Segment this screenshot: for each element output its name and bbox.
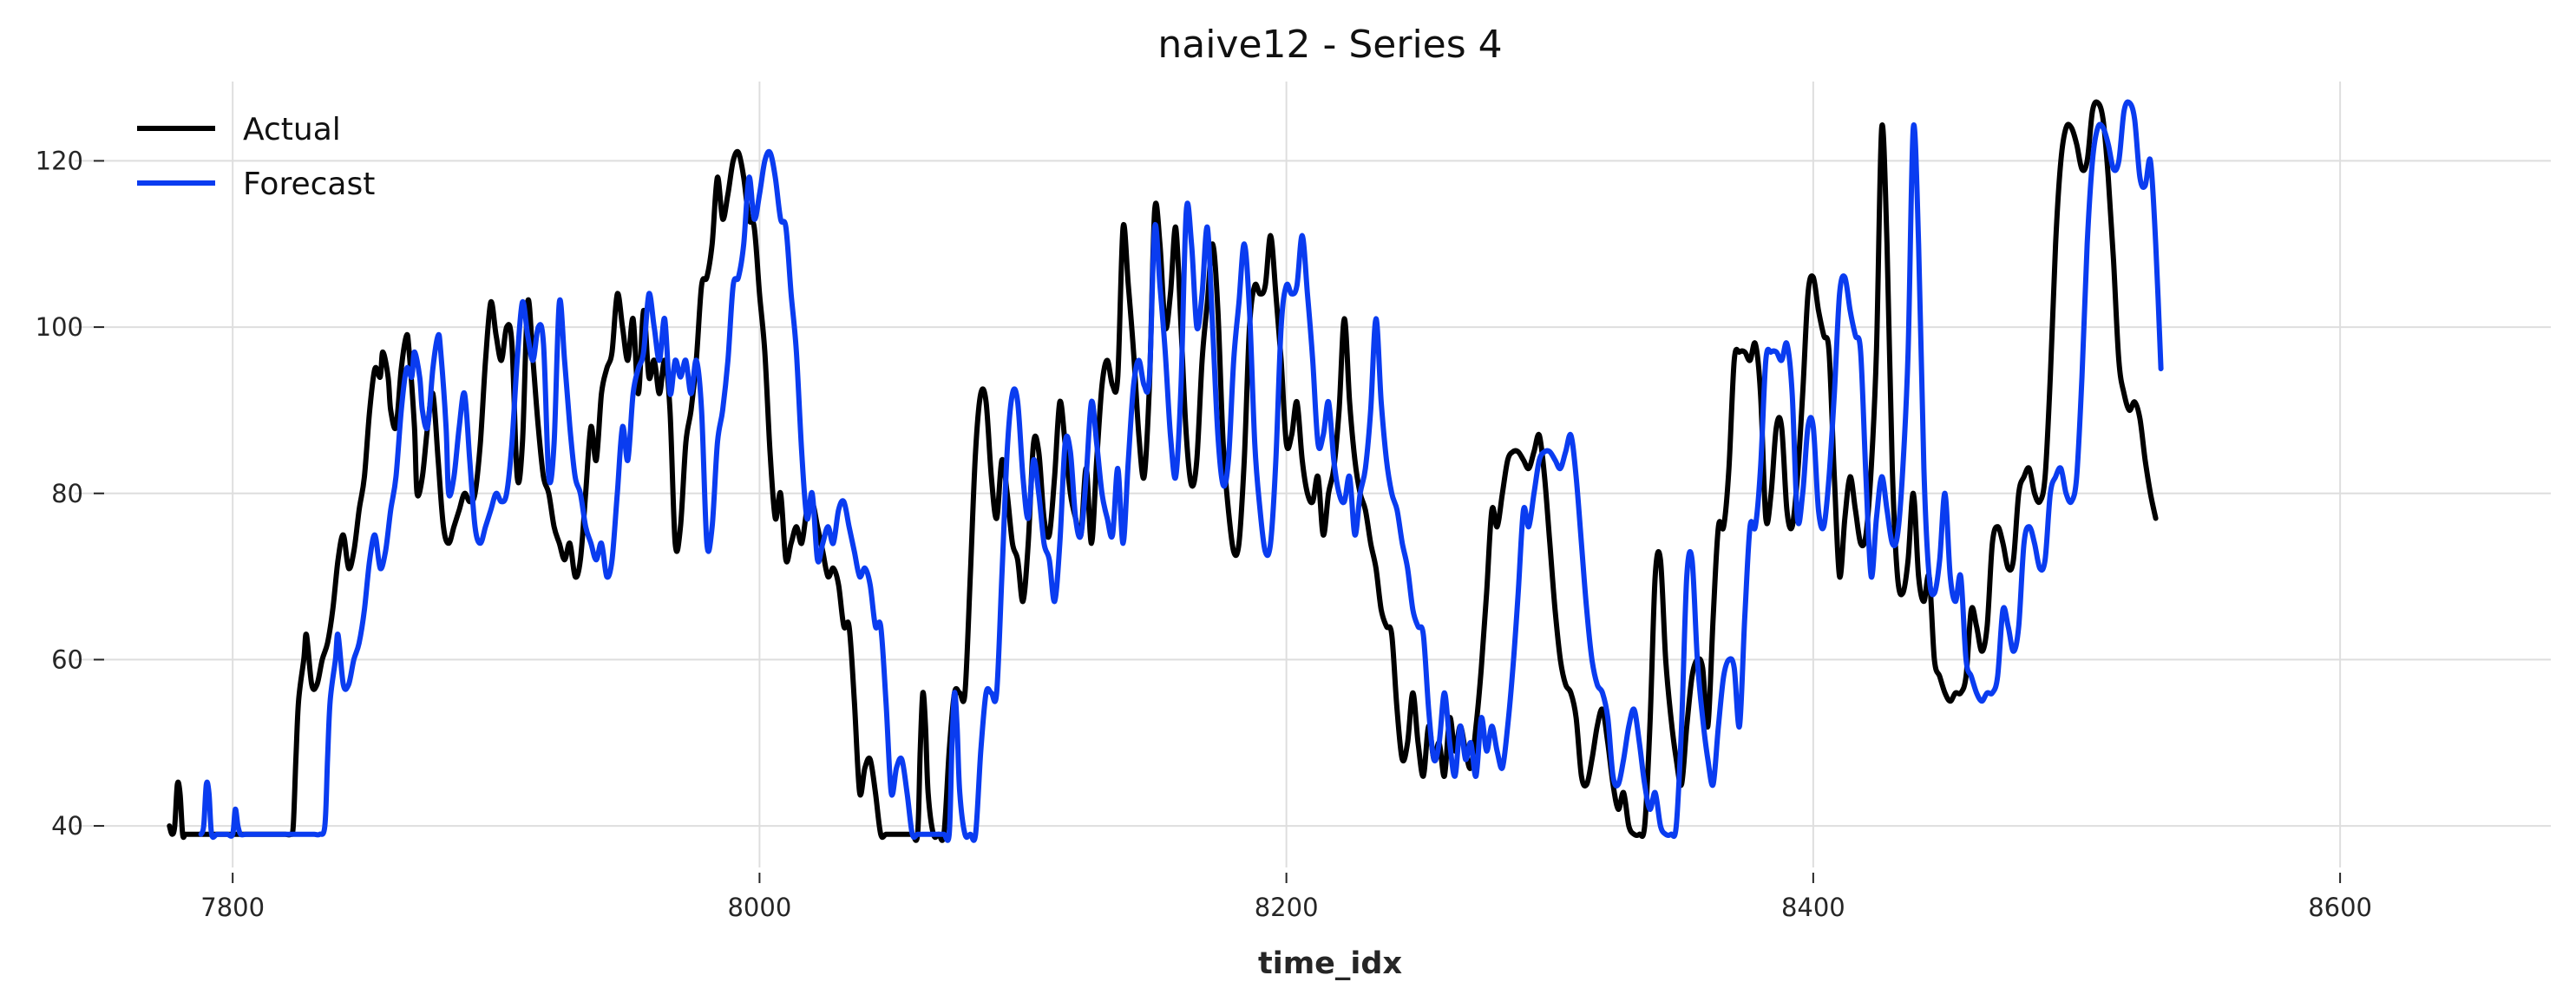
chart-title: naive12 - Series 4	[1157, 23, 1502, 67]
y-tick-label-60: 60	[51, 645, 83, 674]
legend-label-forecast: Forecast	[243, 167, 375, 202]
y-tick-label-120: 120	[36, 146, 83, 175]
x-tick-label-7800: 7800	[200, 893, 265, 922]
y-tick-label-100: 100	[36, 312, 83, 342]
y-tick-label-40: 40	[51, 811, 83, 841]
legend-label-actual: Actual	[243, 112, 341, 147]
x-axis-title: time_idx	[1258, 946, 1402, 981]
series-line-forecast	[198, 99, 2164, 843]
x-tick-label-8600: 8600	[2308, 893, 2372, 922]
series-line-actual	[167, 99, 2159, 843]
x-tick-label-8400: 8400	[1781, 893, 1845, 922]
y-tick-label-80: 80	[51, 479, 83, 508]
legend: Actual Forecast	[137, 112, 375, 202]
x-tick-label-8000: 8000	[727, 893, 791, 922]
series-lines	[167, 99, 2164, 843]
x-tick-label-8200: 8200	[1255, 893, 1319, 922]
axis-ticks: 40 60 80 100 120 7800 8000 8200 8400 8600	[36, 146, 2372, 922]
